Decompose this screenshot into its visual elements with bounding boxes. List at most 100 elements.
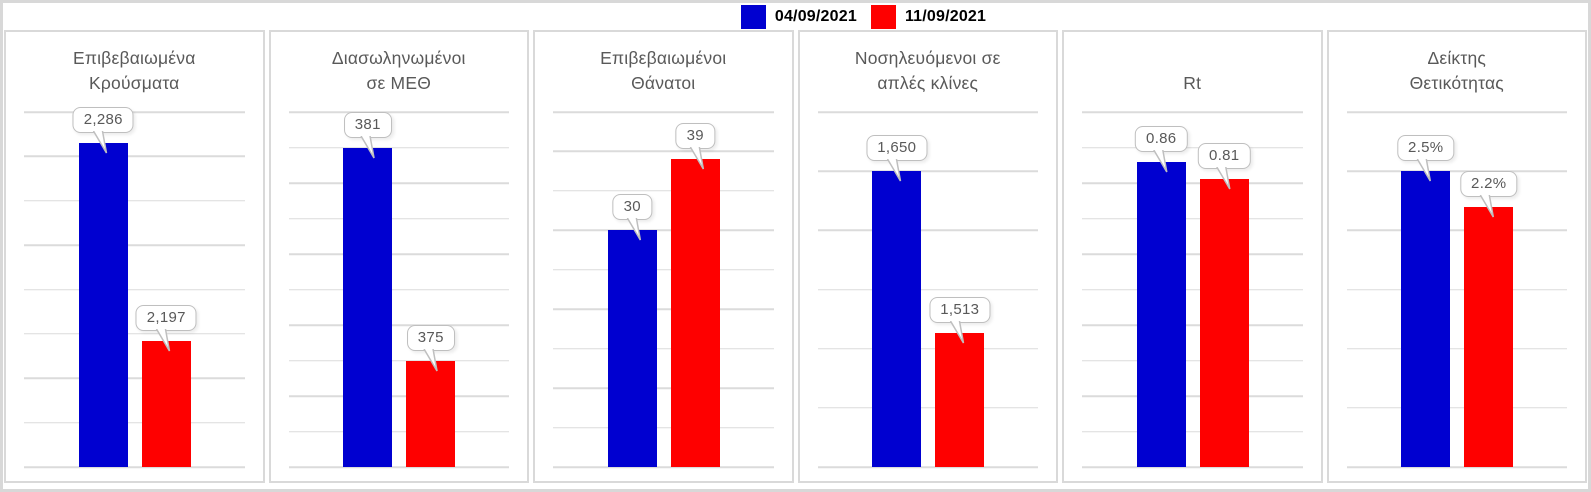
gridline	[24, 111, 245, 113]
panels-row: Επιβεβαιωμένα Κρούσματα 2,286 2,197 Διασωλ…	[4, 30, 1587, 483]
plot-area: 0.86 0.81	[1082, 111, 1303, 468]
legend: 04/09/2021 11/09/2021	[71, 3, 1591, 30]
bar-first-date	[1401, 171, 1451, 467]
callout-tail	[626, 218, 642, 241]
plot-area: 30 39	[553, 111, 774, 468]
panel-title-line: Επιβεβαιωμένα	[72, 48, 196, 68]
gridline	[553, 190, 774, 192]
callout-tail	[949, 321, 965, 344]
panel-title-line: απλές κλίνες	[877, 73, 979, 93]
gridline	[817, 466, 1038, 468]
chart-panel: Δείκτης Θετικότητας 2.5% 2.2%	[1326, 30, 1587, 483]
bar-first-date	[1136, 161, 1186, 467]
gridline	[288, 111, 509, 113]
data-label: 2.5%	[1397, 135, 1455, 162]
gridline	[1082, 111, 1303, 113]
bar-second-date	[935, 333, 985, 467]
chart-panel: Επιβεβαιωμένοι Θάνατοι 30 39	[533, 30, 794, 483]
bar-first-date	[872, 171, 922, 467]
gridline	[288, 288, 509, 291]
gridline	[288, 430, 509, 433]
gridline	[24, 377, 245, 379]
gridline	[817, 111, 1038, 113]
gridline	[553, 229, 774, 232]
panel-title: Επιβεβαιωμένοι Θάνατοι	[535, 32, 792, 96]
gridline	[24, 288, 245, 291]
data-label-callout: 2,286	[72, 107, 134, 154]
panel-title: Rt	[1064, 32, 1321, 96]
callout-tail	[689, 147, 705, 170]
data-label: 381	[343, 111, 392, 138]
data-label: 0.86	[1135, 125, 1188, 152]
data-label-callout: 2.5%	[1397, 135, 1455, 182]
legend-swatch-blue	[740, 4, 766, 29]
gridline	[1082, 395, 1303, 397]
panel-title-line: Θετικότητας	[1409, 73, 1504, 93]
data-label-callout: 0.86	[1135, 125, 1188, 173]
data-label: 39	[675, 123, 715, 150]
gridline	[553, 269, 774, 271]
gridline	[288, 359, 509, 362]
gridline	[553, 308, 774, 310]
gridline	[1346, 170, 1567, 172]
panel-title: Επιβεβαιωμένα Κρούσματα	[6, 32, 263, 96]
data-label: 2.2%	[1460, 170, 1518, 197]
data-label: 0.81	[1198, 143, 1251, 170]
chart-panel: Διασωληνωμένοι σε ΜΕΘ 381 375	[268, 30, 529, 483]
bar-first-date	[343, 147, 393, 467]
gridline	[24, 200, 245, 202]
data-label: 2,286	[72, 107, 134, 134]
data-label: 1,513	[929, 297, 991, 324]
callout-tail	[1216, 167, 1231, 190]
gridline	[1082, 253, 1303, 255]
gridline	[1346, 288, 1567, 291]
data-label: 375	[406, 324, 455, 351]
panel-title-line: Δείκτης	[1427, 48, 1487, 68]
legend-label: 11/09/2021	[904, 7, 987, 25]
data-label: 30	[612, 194, 652, 221]
gridline	[553, 466, 774, 468]
panel-title: Διασωληνωμένοι σε ΜΕΘ	[271, 32, 528, 96]
gridline	[553, 387, 774, 389]
gridline	[1082, 146, 1303, 149]
plot-area: 2,286 2,197	[24, 107, 245, 468]
panel-title: Δείκτης Θετικότητας	[1329, 32, 1586, 96]
gridline	[1082, 217, 1303, 220]
callout-tail	[1416, 159, 1431, 182]
panel-title-line: Rt	[1183, 73, 1202, 93]
gridline	[1346, 347, 1567, 350]
gridline	[24, 421, 245, 424]
gridline	[817, 170, 1038, 172]
plot-area: 2.5% 2.2%	[1346, 111, 1567, 468]
callout-tail	[360, 135, 375, 158]
gridline	[1082, 324, 1303, 326]
gridline	[817, 229, 1038, 232]
data-label-callout: 2,197	[135, 304, 197, 351]
bar-second-date	[406, 360, 456, 467]
plot-area: 1,650 1,513	[817, 111, 1038, 468]
chart-panel: Νοσηλευόμενοι σε απλές κλίνες 1,650 1,513	[797, 30, 1058, 483]
data-label-callout: 375	[406, 324, 455, 371]
data-label-callout: 0.81	[1198, 143, 1251, 190]
gridline	[1082, 430, 1303, 433]
gridline	[1082, 359, 1303, 362]
gridline	[288, 146, 509, 149]
data-label-callout: 39	[675, 123, 715, 170]
gridline	[553, 347, 774, 350]
gridline	[24, 244, 245, 246]
gridline	[553, 426, 774, 429]
gridline	[817, 288, 1038, 291]
bar-second-date	[670, 159, 720, 467]
gridline	[288, 466, 509, 468]
data-label-callout: 1,650	[866, 135, 928, 182]
gridline	[288, 182, 509, 184]
panel-title-line: Διασωληνωμένοι	[331, 48, 466, 68]
legend-swatch-red	[870, 4, 896, 29]
gridline	[817, 407, 1038, 409]
legend-item-first-date: 04/09/2021	[740, 4, 857, 29]
gridline	[24, 466, 245, 468]
plot-area: 381 375	[288, 111, 509, 468]
data-label: 1,650	[866, 135, 928, 162]
data-label: 2,197	[135, 304, 197, 331]
